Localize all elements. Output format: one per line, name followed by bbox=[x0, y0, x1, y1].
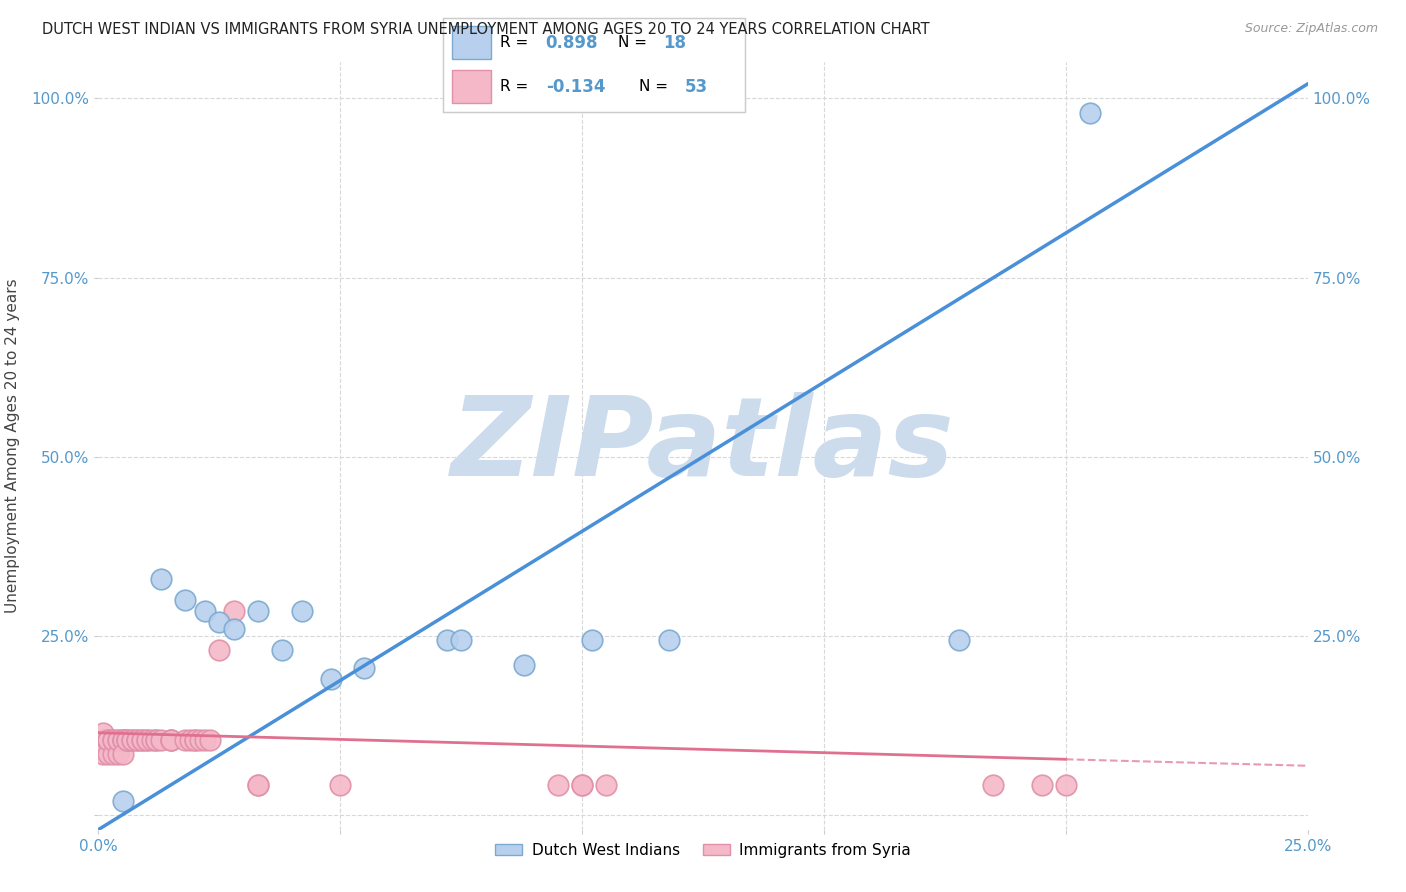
Point bbox=[1031, 778, 1053, 792]
Point bbox=[198, 733, 221, 747]
Point bbox=[247, 778, 270, 792]
Point bbox=[91, 725, 114, 739]
Point bbox=[150, 733, 173, 747]
Point bbox=[194, 604, 217, 618]
Point bbox=[101, 733, 124, 747]
Point bbox=[150, 572, 173, 586]
Point bbox=[135, 733, 157, 747]
Point bbox=[91, 747, 114, 762]
Point bbox=[222, 622, 245, 636]
Point bbox=[117, 733, 139, 747]
Text: R =: R = bbox=[501, 79, 533, 95]
Point bbox=[111, 747, 134, 762]
Point bbox=[208, 643, 231, 657]
Point bbox=[1078, 105, 1101, 120]
Point bbox=[160, 733, 183, 747]
Point bbox=[127, 733, 149, 747]
Point bbox=[145, 733, 167, 747]
Point bbox=[97, 747, 120, 762]
Point bbox=[160, 733, 183, 747]
Point bbox=[290, 604, 312, 618]
Point bbox=[117, 733, 139, 747]
Point bbox=[174, 593, 197, 607]
Point bbox=[107, 733, 129, 747]
Point bbox=[160, 733, 183, 747]
Legend: Dutch West Indians, Immigrants from Syria: Dutch West Indians, Immigrants from Syri… bbox=[489, 837, 917, 864]
Text: -0.134: -0.134 bbox=[546, 78, 605, 95]
Point bbox=[329, 778, 352, 792]
Point bbox=[208, 615, 231, 629]
Point bbox=[135, 733, 157, 747]
Point bbox=[101, 733, 124, 747]
Point bbox=[174, 733, 197, 747]
Point bbox=[247, 604, 270, 618]
Text: Source: ZipAtlas.com: Source: ZipAtlas.com bbox=[1244, 22, 1378, 36]
FancyBboxPatch shape bbox=[451, 70, 491, 103]
Point bbox=[658, 632, 681, 647]
Point bbox=[222, 604, 245, 618]
Point bbox=[141, 733, 163, 747]
Text: N =: N = bbox=[619, 35, 652, 50]
Point bbox=[194, 733, 217, 747]
Text: ZIPatlas: ZIPatlas bbox=[451, 392, 955, 500]
Point bbox=[111, 733, 134, 747]
Point bbox=[111, 733, 134, 747]
Point bbox=[436, 632, 458, 647]
Point bbox=[450, 632, 472, 647]
Point bbox=[107, 747, 129, 762]
Point bbox=[179, 733, 201, 747]
Point bbox=[184, 733, 207, 747]
Point bbox=[319, 672, 342, 686]
Text: R =: R = bbox=[501, 35, 533, 50]
Point bbox=[513, 657, 536, 672]
Text: 0.898: 0.898 bbox=[546, 34, 598, 52]
Text: N =: N = bbox=[640, 79, 673, 95]
Point bbox=[184, 733, 207, 747]
Text: 18: 18 bbox=[664, 34, 686, 52]
Point bbox=[571, 778, 593, 792]
Point bbox=[595, 778, 617, 792]
Point bbox=[547, 778, 569, 792]
Point bbox=[117, 733, 139, 747]
Point bbox=[1054, 778, 1077, 792]
Point bbox=[581, 632, 603, 647]
Point bbox=[97, 733, 120, 747]
FancyBboxPatch shape bbox=[451, 26, 491, 59]
Point bbox=[101, 747, 124, 762]
Point bbox=[948, 632, 970, 647]
Point bbox=[121, 733, 143, 747]
Point bbox=[981, 778, 1004, 792]
Y-axis label: Unemployment Among Ages 20 to 24 years: Unemployment Among Ages 20 to 24 years bbox=[6, 278, 20, 614]
Point bbox=[247, 778, 270, 792]
Point bbox=[91, 733, 114, 747]
Point bbox=[571, 778, 593, 792]
Point bbox=[121, 733, 143, 747]
Point bbox=[145, 733, 167, 747]
Point bbox=[131, 733, 153, 747]
Point bbox=[107, 733, 129, 747]
Point bbox=[127, 733, 149, 747]
Point bbox=[353, 661, 375, 675]
Point bbox=[271, 643, 294, 657]
Text: DUTCH WEST INDIAN VS IMMIGRANTS FROM SYRIA UNEMPLOYMENT AMONG AGES 20 TO 24 YEAR: DUTCH WEST INDIAN VS IMMIGRANTS FROM SYR… bbox=[42, 22, 929, 37]
Point bbox=[97, 733, 120, 747]
Point bbox=[111, 794, 134, 808]
Point bbox=[131, 733, 153, 747]
Point bbox=[111, 733, 134, 747]
Text: 53: 53 bbox=[685, 78, 707, 95]
Point bbox=[188, 733, 211, 747]
